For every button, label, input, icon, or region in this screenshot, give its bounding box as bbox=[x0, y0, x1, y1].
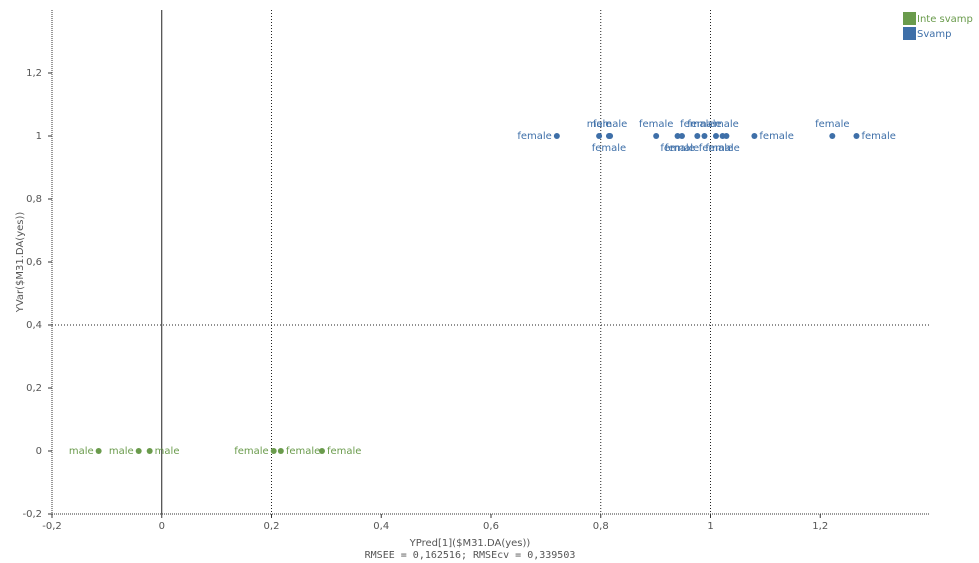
point-label: male bbox=[714, 119, 739, 130]
point-label: female bbox=[234, 446, 268, 457]
x-tick-label: 0 bbox=[159, 521, 165, 532]
legend-swatch bbox=[903, 27, 916, 40]
y-tick-label: 1,2 bbox=[26, 68, 42, 79]
point bbox=[701, 133, 708, 139]
point bbox=[146, 448, 153, 454]
x-tick-label: -0,2 bbox=[42, 521, 62, 532]
point bbox=[678, 133, 685, 139]
point bbox=[553, 133, 560, 139]
x-tick-label: 0,4 bbox=[373, 521, 389, 532]
point bbox=[605, 133, 612, 139]
point bbox=[277, 448, 284, 454]
y-axis-label: YVar($M31.DA(yes)) bbox=[15, 212, 26, 314]
x-axis-label: YPred[1]($M31.DA(yes)) bbox=[409, 538, 531, 549]
y-tick-label: 0,6 bbox=[26, 257, 42, 268]
point bbox=[596, 133, 603, 139]
x-tick-label: 0,2 bbox=[264, 521, 280, 532]
point-label: female bbox=[660, 143, 694, 154]
y-tick-label: 0,4 bbox=[26, 320, 42, 331]
legend-label: Inte svamp bbox=[917, 14, 973, 25]
point-label: male bbox=[155, 446, 180, 457]
point bbox=[653, 133, 660, 139]
point bbox=[853, 133, 860, 139]
point-label: female bbox=[759, 131, 793, 142]
point bbox=[751, 133, 758, 139]
point-label: female bbox=[687, 119, 721, 130]
point bbox=[95, 448, 102, 454]
point-label: female bbox=[286, 446, 320, 457]
point-label: female bbox=[815, 119, 849, 130]
point bbox=[712, 133, 719, 139]
footer: RMSEE = 0,162516; RMSEcv = 0,339503 bbox=[365, 550, 576, 561]
point-label: female bbox=[592, 143, 626, 154]
point-label: male bbox=[109, 446, 134, 457]
point-label: female bbox=[699, 143, 733, 154]
point-label: male bbox=[587, 119, 612, 130]
point-label: female bbox=[593, 119, 627, 130]
point-label: female bbox=[861, 131, 895, 142]
point bbox=[318, 448, 325, 454]
point-label: female bbox=[639, 119, 673, 130]
y-tick-label: 0,8 bbox=[26, 194, 42, 205]
point-label: female bbox=[665, 143, 699, 154]
legend-swatch bbox=[903, 12, 916, 25]
point bbox=[674, 133, 681, 139]
point bbox=[135, 448, 142, 454]
x-tick-label: 0,6 bbox=[483, 521, 499, 532]
point bbox=[723, 133, 730, 139]
legend-label: Svamp bbox=[917, 29, 951, 40]
y-tick-label: 0,2 bbox=[26, 383, 42, 394]
point-label: female bbox=[517, 131, 551, 142]
point bbox=[694, 133, 701, 139]
point bbox=[829, 133, 836, 139]
x-tick-label: 1 bbox=[707, 521, 713, 532]
y-tick-label: -0,2 bbox=[22, 509, 42, 520]
y-tick-label: 1 bbox=[36, 131, 42, 142]
point-label: female bbox=[327, 446, 361, 457]
x-tick-label: 0,8 bbox=[593, 521, 609, 532]
x-tick-label: 1,2 bbox=[812, 521, 828, 532]
point-label: male bbox=[69, 446, 94, 457]
point-label: female bbox=[705, 143, 739, 154]
point-label: female bbox=[680, 119, 714, 130]
point bbox=[270, 448, 277, 454]
y-tick-label: 0 bbox=[36, 446, 42, 457]
